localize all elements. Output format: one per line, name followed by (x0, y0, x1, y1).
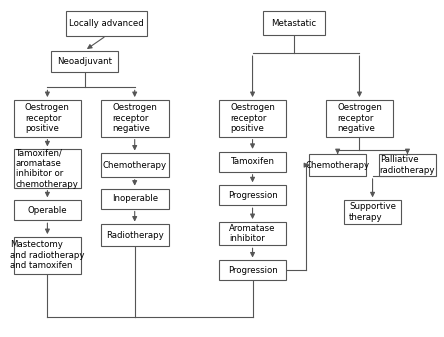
Text: Radiotherapy: Radiotherapy (106, 231, 163, 240)
Text: Supportive
therapy: Supportive therapy (349, 202, 396, 222)
FancyBboxPatch shape (66, 10, 147, 36)
FancyBboxPatch shape (101, 100, 169, 137)
FancyBboxPatch shape (14, 237, 81, 274)
FancyBboxPatch shape (101, 224, 169, 246)
Text: Chemotherapy: Chemotherapy (103, 161, 167, 170)
FancyBboxPatch shape (263, 11, 325, 35)
FancyBboxPatch shape (14, 200, 81, 220)
FancyBboxPatch shape (14, 100, 81, 137)
Text: Tamoxifen: Tamoxifen (230, 157, 274, 166)
FancyBboxPatch shape (101, 153, 169, 177)
Text: Neoadjuvant: Neoadjuvant (57, 57, 112, 66)
Text: Progression: Progression (228, 191, 278, 200)
FancyBboxPatch shape (219, 152, 286, 172)
Text: Oestrogen
receptor
positive: Oestrogen receptor positive (25, 103, 70, 133)
Text: Mastectomy
and radiotherapy
and tamoxifen: Mastectomy and radiotherapy and tamoxife… (10, 241, 85, 270)
FancyBboxPatch shape (309, 154, 366, 176)
FancyBboxPatch shape (51, 51, 119, 72)
Text: Locally advanced: Locally advanced (69, 19, 144, 28)
FancyBboxPatch shape (219, 222, 286, 245)
FancyBboxPatch shape (14, 149, 81, 188)
Text: Chemotherapy: Chemotherapy (305, 161, 370, 170)
FancyBboxPatch shape (379, 154, 436, 176)
FancyBboxPatch shape (219, 261, 286, 280)
FancyBboxPatch shape (101, 189, 169, 209)
FancyBboxPatch shape (219, 100, 286, 137)
Text: Metastatic: Metastatic (271, 19, 317, 28)
FancyBboxPatch shape (325, 100, 393, 137)
Text: Operable: Operable (28, 206, 67, 215)
Text: Oestrogen
receptor
negative: Oestrogen receptor negative (112, 103, 157, 133)
Text: Inoperable: Inoperable (111, 194, 158, 203)
Text: Oestrogen
receptor
positive: Oestrogen receptor positive (230, 103, 275, 133)
Text: Progression: Progression (228, 266, 278, 275)
Text: Palliative
radiotherapy: Palliative radiotherapy (380, 155, 435, 175)
FancyBboxPatch shape (219, 185, 286, 205)
FancyBboxPatch shape (344, 200, 401, 224)
Text: Tamoxifen/
aromatase
inhibitor or
chemotherapy: Tamoxifen/ aromatase inhibitor or chemot… (16, 148, 79, 189)
Text: Aromatase
inhibitor: Aromatase inhibitor (229, 224, 276, 243)
Text: Oestrogen
receptor
negative: Oestrogen receptor negative (337, 103, 382, 133)
